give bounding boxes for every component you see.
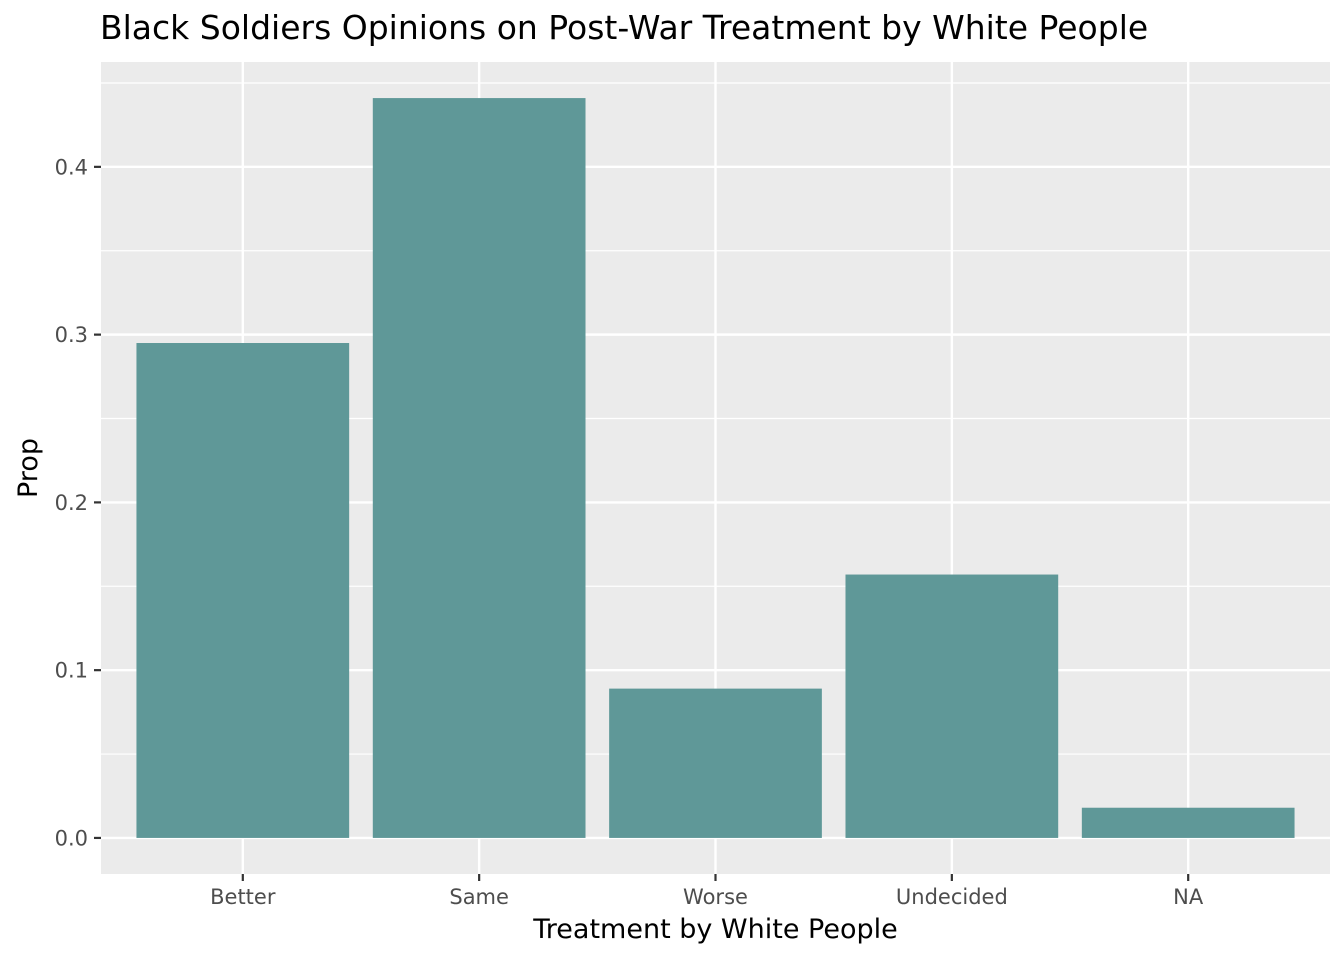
x-tick-label: Same <box>449 885 509 909</box>
y-tick-label: 0.3 <box>55 323 88 347</box>
x-tick-label: NA <box>1173 885 1204 909</box>
y-tick-label: 0.4 <box>55 155 88 179</box>
x-tick-label: Better <box>210 885 276 909</box>
x-tick-label: Undecided <box>896 885 1008 909</box>
x-axis: Better Same Worse Undecided NA <box>210 874 1204 909</box>
y-tick-label: 0.2 <box>55 491 88 515</box>
bar-worse <box>609 688 822 838</box>
bar-same <box>372 98 586 838</box>
bar-better <box>136 343 350 838</box>
y-axis-title: Prop <box>13 438 44 498</box>
bar-undecided <box>845 574 1059 838</box>
x-tick-label: Worse <box>683 885 748 909</box>
y-axis: 0.0 0.1 0.2 0.3 0.4 <box>55 155 101 850</box>
bars <box>136 98 1295 838</box>
y-tick-label: 0.0 <box>55 826 88 850</box>
bar-na <box>1081 807 1295 838</box>
y-tick-label: 0.1 <box>55 659 88 683</box>
x-axis-title: Treatment by White People <box>532 914 897 945</box>
chart-title: Black Soldiers Opinions on Post-War Trea… <box>100 8 1149 47</box>
